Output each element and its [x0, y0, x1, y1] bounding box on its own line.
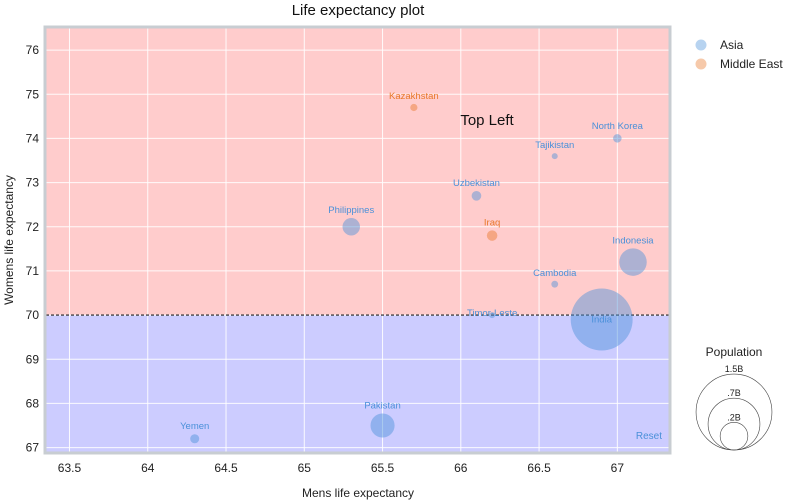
upper-region [46, 28, 669, 316]
bubble-point[interactable] [370, 413, 395, 438]
size-legend-label: 1.5B [725, 364, 744, 374]
y-tick-label: 75 [26, 87, 40, 101]
point-label: Cambodia [533, 268, 577, 279]
reset-button[interactable]: Reset [636, 431, 662, 442]
bubble-point[interactable] [613, 134, 622, 143]
legend-marker [695, 39, 707, 51]
x-axis-label: Mens life expectancy [302, 486, 414, 500]
point-label: India [591, 315, 612, 326]
point-label: Yemen [180, 421, 209, 432]
y-tick-label: 76 [26, 43, 40, 57]
bubble-point[interactable] [410, 103, 418, 112]
x-tick-label: 65.5 [371, 461, 395, 475]
lower-region [46, 315, 669, 452]
size-legend-circle [707, 397, 761, 451]
y-tick-label: 70 [26, 308, 40, 322]
point-label: Kazakhstan [389, 91, 439, 102]
bubble-point[interactable] [551, 280, 559, 288]
y-tick-label: 73 [26, 176, 40, 190]
y-axis-label: Womens life expectancy [2, 175, 16, 305]
bubble-series [190, 103, 647, 444]
point-label: Iraq [484, 217, 500, 228]
y-tick-label: 72 [26, 220, 40, 234]
x-tick-label: 64.5 [214, 461, 238, 475]
point-label: Philippines [328, 205, 374, 216]
x-tick-label: 66.5 [527, 461, 551, 475]
point-label: Pakistan [364, 400, 400, 411]
plot-frame [43, 25, 672, 455]
y-tick-label: 68 [26, 396, 40, 410]
plot-border [43, 25, 672, 455]
size-legend-label: .2B [727, 412, 741, 422]
point-label: Tajikistan [535, 140, 574, 151]
bubble-point[interactable] [551, 153, 558, 160]
plot-background [46, 28, 669, 452]
bubble-point[interactable] [619, 248, 647, 276]
bubble-point[interactable] [471, 191, 482, 201]
point-labels: Kazakhstan North Korea Tajikistan Uzbekista… [180, 91, 654, 432]
y-axis-ticks: 67 68 69 70 71 72 73 74 75 76 [26, 43, 40, 455]
legend-label: Middle East [720, 57, 783, 71]
size-legend-label: .7B [727, 388, 741, 398]
size-legend-circle [719, 421, 749, 451]
x-tick-label: 65 [298, 461, 312, 475]
size-legend: Population 1.5B .7B .2B [695, 345, 773, 451]
y-tick-label: 74 [26, 131, 40, 145]
x-tick-label: 67 [611, 461, 625, 475]
point-label: Indonesia [612, 235, 654, 246]
y-tick-label: 69 [26, 352, 40, 366]
bubble-point[interactable] [570, 288, 633, 351]
x-tick-label: 64 [141, 461, 155, 475]
y-tick-label: 67 [26, 441, 40, 455]
top-left-annotation: Top Left [460, 112, 514, 129]
point-label: North Korea [592, 121, 644, 132]
x-tick-label: 66 [454, 461, 468, 475]
legend-label: Asia [720, 38, 744, 52]
bubble-point[interactable] [486, 230, 498, 241]
color-legend: Asia Middle East [695, 38, 783, 71]
bubble-point[interactable] [342, 218, 360, 236]
legend-marker [695, 58, 707, 70]
bubble-point[interactable] [190, 434, 200, 444]
x-axis-ticks: 63.5 64 64.5 65 65.5 66 66.5 67 [58, 461, 625, 475]
bubble-point[interactable] [489, 312, 496, 319]
x-tick-label: 63.5 [58, 461, 82, 475]
y-tick-label: 71 [26, 264, 40, 278]
point-label: Uzbekistan [453, 178, 500, 189]
chart-title: Life expectancy plot [292, 2, 425, 19]
size-legend-title: Population [706, 345, 763, 359]
point-label: Timor-Leste [467, 308, 517, 319]
